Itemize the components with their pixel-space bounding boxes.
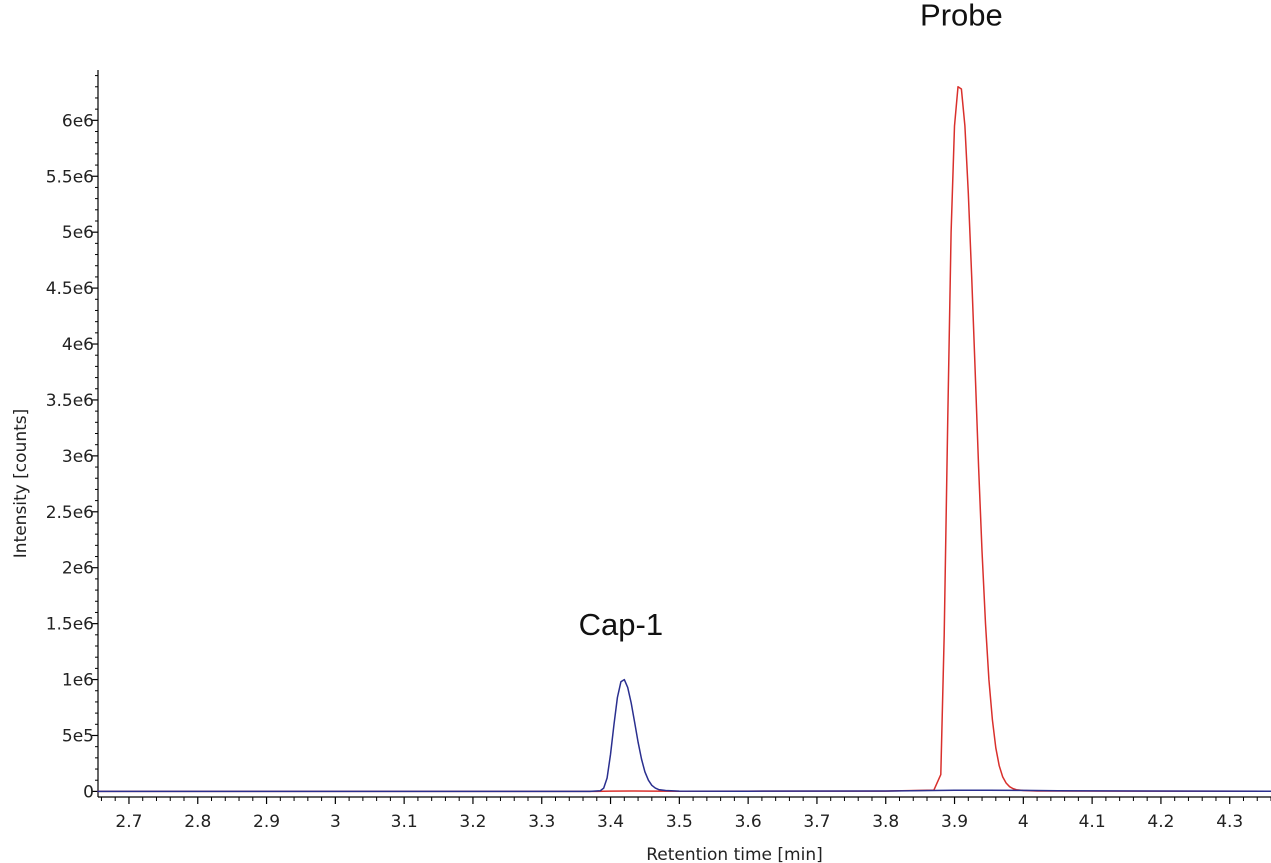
series-line-red — [97, 86, 1271, 793]
x-tick-label: 4.2 — [1147, 812, 1174, 832]
axes — [97, 70, 1271, 798]
y-axis-ticks: 0 5e5 1e6 1.5e6 2e6 2.5e6 3e6 3.5e6 4e6 4.5e6 5e6 5… — [46, 75, 98, 802]
peak-label-cap-1: Cap-1 — [579, 607, 663, 642]
x-tick-label: 3 — [330, 812, 341, 832]
y-tick-label: 5e6 — [62, 223, 94, 243]
y-axis-title: Intensity [counts] — [11, 409, 31, 558]
x-tick-label: 3.2 — [459, 812, 486, 832]
x-tick-label: 3.9 — [941, 812, 968, 832]
series-line-blue — [97, 678, 1271, 793]
x-tick-label: 3.4 — [597, 812, 624, 832]
x-tick-label: 3.3 — [528, 812, 555, 832]
y-tick-label: 1e6 — [62, 671, 94, 691]
y-tick-label: 2.5e6 — [46, 503, 94, 523]
x-tick-label: 3.8 — [872, 812, 899, 832]
y-tick-label: 1.5e6 — [46, 615, 94, 635]
peak-label-probe: Probe — [920, 0, 1003, 32]
y-tick-label: 3.5e6 — [46, 391, 94, 411]
x-tick-label: 4 — [1018, 812, 1029, 832]
x-tick-label: 2.7 — [115, 812, 142, 832]
x-axis-title: Retention time [min] — [646, 845, 823, 863]
x-tick-label: 2.9 — [253, 812, 280, 832]
y-tick-label: 5e5 — [62, 726, 94, 746]
y-tick-label: 4e6 — [62, 335, 94, 355]
y-tick-label: 4.5e6 — [46, 279, 94, 299]
x-tick-label: 4.1 — [1079, 812, 1106, 832]
peak-annotations: Cap-1 Probe — [579, 0, 1003, 642]
x-tick-label: 3.6 — [735, 812, 762, 832]
x-tick-label: 3.1 — [391, 812, 418, 832]
y-tick-label: 5.5e6 — [46, 167, 94, 187]
y-tick-label: 6e6 — [62, 111, 94, 131]
x-axis-ticks: 2.7 2.8 2.9 3 3.1 3.2 3.3 3.4 3.5 3.6 3.7 3.8 3.9 4 4.… — [100, 797, 1271, 832]
x-tick-label: 3.5 — [666, 812, 693, 832]
y-tick-label: 3e6 — [62, 447, 94, 467]
y-tick-label: 0 — [83, 782, 94, 802]
y-tick-label: 2e6 — [62, 559, 94, 579]
x-tick-label: 3.7 — [803, 812, 830, 832]
x-tick-label: 4.3 — [1216, 812, 1243, 832]
series-lines — [97, 86, 1271, 793]
x-tick-label: 2.8 — [184, 812, 211, 832]
